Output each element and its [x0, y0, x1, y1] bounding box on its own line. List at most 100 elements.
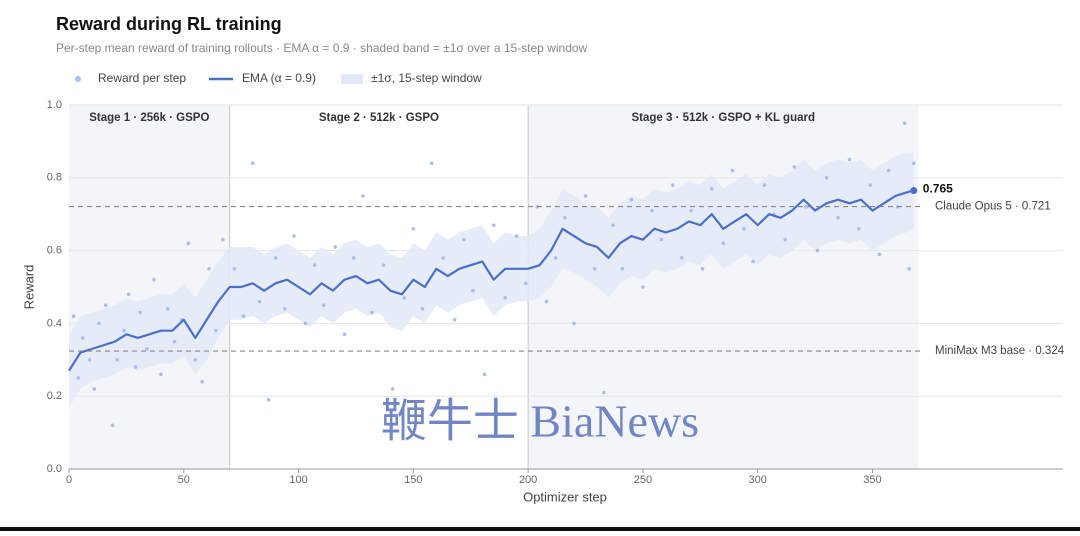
reward-point: [402, 296, 406, 300]
reward-point: [856, 226, 861, 231]
x-axis-label: Optimizer step: [523, 489, 607, 504]
reward-point: [282, 307, 287, 311]
reward-point: [620, 267, 625, 271]
reward-point: [641, 285, 645, 289]
reward-point: [563, 216, 567, 220]
y-tick-label: 0.8: [47, 172, 62, 184]
sigma-band: [69, 152, 914, 408]
reward-point: [292, 234, 296, 238]
reward-point: [572, 321, 576, 326]
chart-subtitle: Per-step mean reward of training rollout…: [56, 41, 588, 55]
legend-marker: [75, 76, 81, 82]
reward-point: [709, 186, 714, 191]
ema-end-label: 0.765: [923, 182, 953, 196]
reward-point: [76, 376, 80, 380]
reward-point: [257, 299, 262, 304]
reward-point: [902, 121, 907, 125]
reward-point: [783, 237, 788, 242]
bottom-bar: [0, 527, 1080, 531]
reward-point: [411, 226, 416, 231]
reward-point: [71, 314, 76, 318]
y-axis-label: Reward: [21, 265, 36, 310]
legend-label: EMA (α = 0.9): [242, 71, 316, 85]
x-tick-label: 300: [749, 474, 767, 486]
reward-point: [80, 336, 85, 340]
y-tick-label: 0.0: [47, 463, 62, 475]
reward-point: [97, 321, 101, 326]
reward-point: [886, 168, 891, 173]
reward-point: [207, 267, 211, 271]
reward-point: [824, 176, 829, 180]
reward-point: [126, 292, 131, 297]
reward-point: [907, 267, 911, 271]
reward-point: [553, 256, 558, 260]
reward-point: [145, 347, 149, 351]
x-tick-label: 200: [519, 474, 537, 486]
reward-point: [659, 237, 664, 242]
reward-point: [351, 256, 356, 260]
reward-point: [381, 263, 386, 267]
reward-point: [342, 332, 347, 337]
reward-point: [491, 223, 496, 227]
y-tick-label: 0.6: [47, 245, 62, 257]
reward-point: [370, 310, 374, 315]
reward-point: [751, 259, 755, 264]
reward-point: [266, 398, 271, 402]
reward-point: [462, 237, 466, 242]
reward-point: [877, 252, 882, 257]
reward-point: [193, 358, 198, 362]
reward-point: [333, 245, 338, 249]
reward-point: [592, 267, 597, 271]
stage-label: Stage 1 · 256k · GSPO: [89, 112, 209, 124]
reference-label: MiniMax M3 base · 0.324: [935, 345, 1065, 357]
legend-label: Reward per step: [98, 71, 186, 85]
reward-point: [602, 390, 606, 395]
reward-point: [152, 277, 156, 282]
x-tick-label: 250: [634, 474, 652, 486]
reward-point: [303, 321, 308, 326]
reward-point: [629, 197, 634, 202]
reward-point: [390, 387, 395, 391]
reward-point: [165, 307, 170, 311]
reward-point: [815, 248, 820, 253]
reward-point: [742, 226, 746, 231]
x-tick-label: 350: [863, 474, 881, 486]
reward-point: [133, 365, 138, 369]
reward-point: [103, 303, 108, 308]
legend-label: ±1σ, 15-step window: [371, 71, 482, 85]
reward-point: [471, 288, 475, 293]
reward-point: [214, 328, 218, 333]
reward-point: [611, 223, 615, 227]
reward-point: [322, 303, 326, 308]
reward-point: [730, 168, 735, 173]
reward-point: [221, 237, 225, 242]
reward-point: [172, 339, 177, 344]
stage-label: Stage 3 · 512k · GSPO + KL guard: [631, 112, 815, 124]
reward-point: [87, 358, 92, 362]
reward-point: [420, 307, 425, 311]
ema-line: [68, 189, 915, 372]
reward-point: [92, 387, 97, 391]
reward-point: [232, 267, 237, 271]
x-tick-label: 50: [178, 474, 190, 486]
reward-point: [911, 161, 916, 166]
y-tick-label: 0.4: [47, 317, 62, 329]
x-tick-label: 0: [66, 474, 72, 486]
reward-point: [804, 205, 808, 209]
reward-point: [847, 157, 852, 162]
reward-point: [273, 256, 278, 260]
reward-point: [122, 328, 126, 333]
reward-point: [200, 379, 204, 384]
reward-point: [762, 183, 767, 187]
watermark: 鞭牛士 BiaNews: [381, 396, 699, 447]
reward-point: [583, 194, 588, 198]
reward-point: [429, 161, 434, 166]
reward-point: [680, 256, 684, 260]
reward-point: [186, 241, 191, 246]
y-tick-label: 1.0: [47, 99, 62, 111]
reward-point: [868, 183, 872, 187]
reward-point: [441, 256, 445, 260]
reward-point: [110, 423, 115, 428]
reward-point: [721, 241, 726, 246]
reward-point: [241, 314, 246, 318]
